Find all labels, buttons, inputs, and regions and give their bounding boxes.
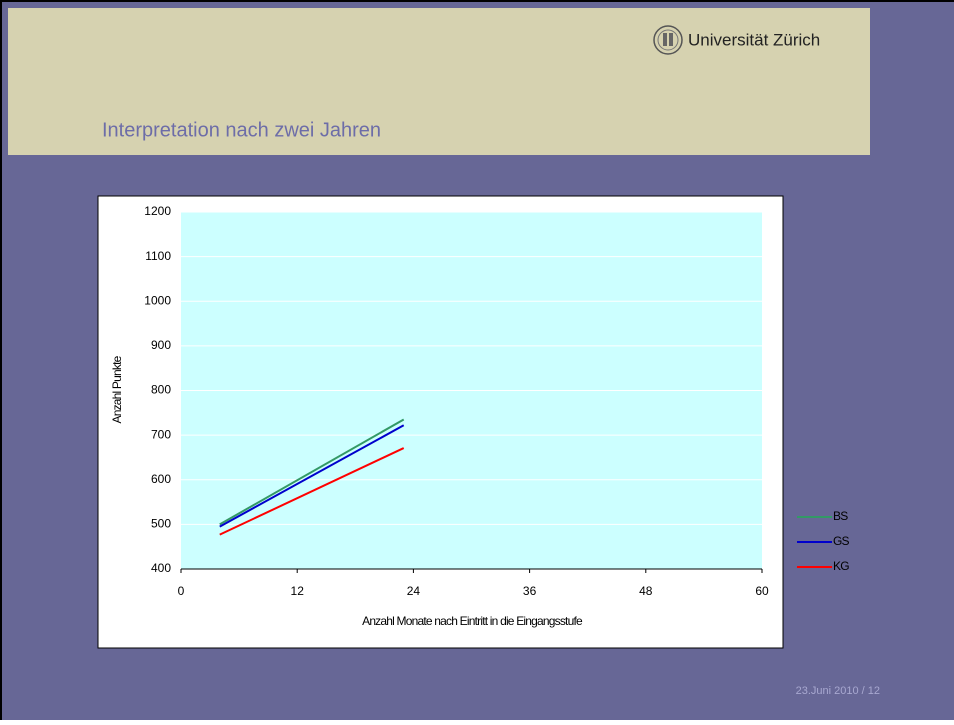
x-tick-label: 24 bbox=[407, 584, 421, 598]
series-line bbox=[219, 418, 405, 526]
y-tick-label: 500 bbox=[151, 517, 171, 531]
legend-label: KG bbox=[833, 559, 849, 573]
slide-title: Interpretation nach zwei Jahren bbox=[102, 119, 381, 141]
y-tick-label: 700 bbox=[151, 427, 171, 441]
x-tick-label: 36 bbox=[523, 584, 537, 598]
y-tick-label: 1000 bbox=[144, 293, 171, 307]
y-tick-label: 600 bbox=[151, 472, 171, 486]
legend-label: BS bbox=[833, 509, 848, 523]
logo-seal bbox=[653, 25, 683, 55]
x-tick-label: 0 bbox=[178, 584, 185, 598]
header bbox=[8, 8, 870, 155]
y-tick-label: 1100 bbox=[145, 249, 171, 263]
x-tick-label: 12 bbox=[291, 584, 305, 598]
series-line bbox=[219, 424, 405, 528]
border-left bbox=[0, 0, 2, 720]
x-tick-label: 48 bbox=[639, 584, 653, 598]
y-tick-label: 1200 bbox=[144, 204, 171, 218]
x-axis-label: Anzahl Monate nach Eintritt in die Einga… bbox=[362, 614, 583, 628]
footer: 23.Juni 2010 / 12 bbox=[796, 685, 880, 697]
logo-text: Universität Zürich bbox=[688, 30, 820, 49]
y-tick-label: 800 bbox=[151, 383, 171, 397]
y-tick-label: 400 bbox=[151, 561, 171, 575]
series-line bbox=[219, 447, 405, 536]
x-tick-label: 60 bbox=[755, 584, 769, 598]
y-axis-label: Anzahl Punkte bbox=[110, 355, 124, 423]
legend-label: GS bbox=[833, 534, 850, 548]
border-top bbox=[0, 0, 954, 2]
y-tick-label: 900 bbox=[151, 338, 171, 352]
